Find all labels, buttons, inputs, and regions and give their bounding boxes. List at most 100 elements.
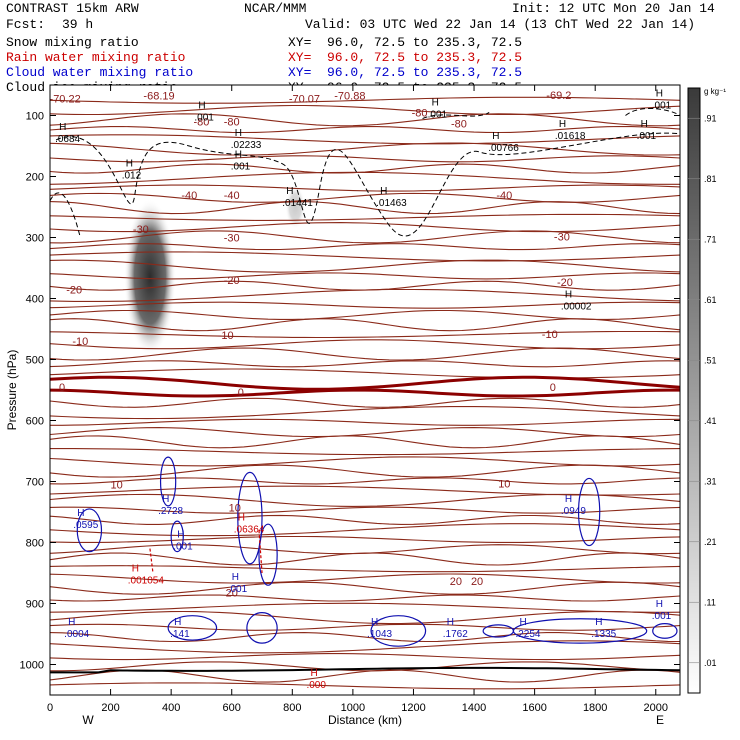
- snow-mixing-shading: [123, 199, 176, 356]
- isotherm-line: [50, 347, 680, 361]
- isotherm-label: -20: [224, 275, 240, 287]
- isotherm-label: -10: [542, 329, 558, 341]
- isotherm-line: [50, 171, 680, 185]
- isotherm-line: [50, 201, 680, 215]
- cloud-water-contour: [237, 471, 263, 565]
- y-tick-label: 600: [26, 416, 44, 428]
- maximum-marker: H: [492, 131, 499, 142]
- isotherm-line: [50, 565, 680, 573]
- isotherm-label: 10: [229, 503, 241, 515]
- plot-frame: [49, 84, 681, 696]
- snow-contour: [55, 132, 680, 237]
- cloud-maximum-label: .141: [170, 629, 190, 640]
- maximum-marker: H: [238, 512, 245, 523]
- cloud-water-contour: [246, 612, 278, 644]
- isotherm-label: -40: [224, 190, 240, 202]
- y-tick-label: 200: [26, 172, 44, 184]
- center-label: NCAR/MMM: [244, 1, 307, 16]
- cloud-maximum-label: .1335: [591, 629, 616, 640]
- isotherm-line: [50, 375, 680, 391]
- isotherm-label: -80: [224, 117, 240, 129]
- maximum-marker: H: [68, 617, 75, 628]
- snow-maximum-label: .01618: [555, 131, 586, 142]
- isotherm-line: [50, 427, 680, 438]
- cloud-water-contour: [577, 477, 601, 547]
- y-axis-label: Pressure (hPa): [5, 350, 19, 431]
- field-rain-xy: XY= 96.0, 72.5 to 235.3, 72.5: [288, 50, 523, 65]
- x-tick-label: 1600: [522, 702, 546, 714]
- x-tick-label: 600: [223, 702, 241, 714]
- y-tick-label: 1000: [20, 660, 44, 672]
- isotherm-line: [50, 448, 680, 456]
- isotherm-line: [50, 251, 680, 262]
- y-tick-label: 900: [26, 599, 44, 611]
- snow-maximum-label: .01441: [282, 198, 313, 209]
- maximum-marker: H: [380, 186, 387, 197]
- field-cloud-name: Cloud water mixing ratio: [6, 65, 194, 80]
- cloud-maximum-label: .0949: [561, 506, 586, 517]
- isotherm-label: -20: [557, 277, 573, 289]
- colorbar-tick-label: .91: [704, 113, 717, 123]
- field-rain-name: Rain water mixing ratio: [6, 50, 186, 65]
- isotherm-label: 20: [226, 588, 238, 600]
- snow-maximum-label: .0684: [55, 134, 80, 145]
- isotherm-label: -80: [193, 117, 209, 129]
- isotherm-line: [50, 552, 680, 566]
- cloud-water-contour: [652, 623, 678, 639]
- isotherm-line: [50, 493, 680, 507]
- isotherm-line: [50, 573, 680, 584]
- maximum-marker: H: [77, 508, 84, 519]
- x-tick-label: 1000: [341, 702, 365, 714]
- cloud-water-contour: [159, 456, 177, 507]
- isotherm-label: -10: [72, 336, 88, 348]
- isotherm-label: -10: [218, 330, 234, 342]
- maximum-marker: H: [641, 119, 648, 130]
- x-tick-label: 400: [162, 702, 180, 714]
- y-tick-label: 700: [26, 477, 44, 489]
- west-label: W: [82, 713, 94, 727]
- isotherm-line: [50, 288, 680, 302]
- snow-mixing-shading-faint: [285, 185, 306, 229]
- maximum-marker: H: [595, 617, 602, 628]
- maximum-marker: H: [59, 122, 66, 133]
- maximum-marker: H: [177, 529, 184, 540]
- isotherm-line: [50, 113, 680, 127]
- isotherm-line: [50, 96, 680, 104]
- isotherm-label: 20: [471, 576, 483, 588]
- maximum-marker: H: [162, 494, 169, 505]
- isotherm-line: [50, 682, 680, 690]
- maximum-marker: H: [432, 98, 439, 109]
- isotherm-line: [50, 632, 680, 643]
- isotherm-line: [50, 477, 680, 485]
- isotherm-label: -70.88: [334, 90, 365, 102]
- isotherm-label: -30: [224, 233, 240, 245]
- valid-time: Valid: 03 UTC Wed 22 Jan 14 (13 ChT Wed …: [305, 17, 696, 32]
- isotherm-label: -80: [412, 107, 428, 119]
- maximum-marker: H: [656, 599, 663, 610]
- colorbar-tick-label: .81: [704, 174, 717, 184]
- maximum-marker: H: [232, 572, 239, 583]
- cloud-maximum-label: .1762: [443, 629, 468, 640]
- isotherm-line: [50, 243, 680, 251]
- y-tick-label: 100: [26, 111, 44, 123]
- cloud-water-contour: [370, 615, 427, 647]
- isotherm-line: [50, 653, 680, 661]
- snow-maximum-label: .001: [652, 100, 672, 111]
- isotherm-label: -40: [181, 190, 197, 202]
- isotherm-line: [50, 506, 680, 514]
- cloud-water-contour: [482, 624, 515, 638]
- maximum-marker: H: [235, 149, 242, 160]
- isotherm-label: 0: [238, 387, 244, 399]
- cloud-water-contour: [170, 520, 184, 553]
- cloud-maximum-label: .001: [652, 611, 672, 622]
- colorbar-tick-label: .41: [704, 416, 717, 426]
- east-label: E: [656, 713, 664, 727]
- snow-contour: [422, 112, 490, 120]
- snow-maximum-label: .001: [231, 161, 251, 172]
- isotherm-line: [50, 397, 680, 408]
- isotherm-line: [50, 406, 680, 420]
- isotherm-line: [50, 184, 680, 192]
- cloud-maximum-label: .1043: [367, 629, 392, 640]
- y-tick-label: 400: [26, 294, 44, 306]
